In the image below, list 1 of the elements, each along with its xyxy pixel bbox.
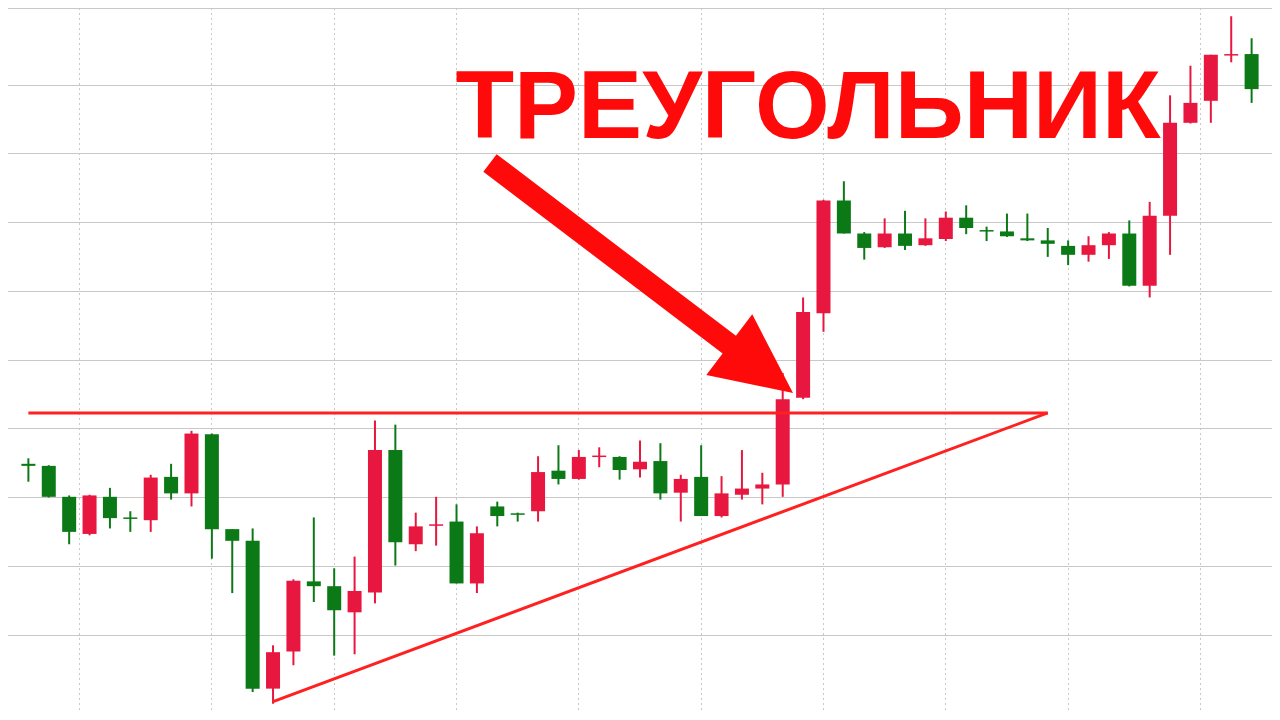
chart-title: ТРЕУГОЛЬНИК [455,51,1161,158]
